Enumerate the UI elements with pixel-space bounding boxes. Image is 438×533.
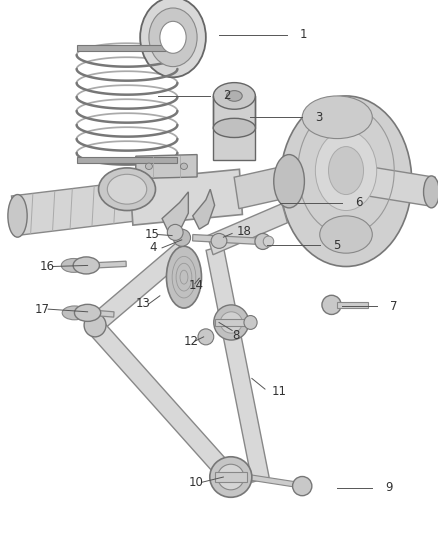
Text: 5: 5 <box>333 239 340 252</box>
Ellipse shape <box>211 233 227 248</box>
Text: 9: 9 <box>385 481 393 494</box>
Polygon shape <box>11 180 146 236</box>
Polygon shape <box>94 310 114 317</box>
Ellipse shape <box>173 229 191 246</box>
Circle shape <box>160 21 186 53</box>
Text: 12: 12 <box>184 335 199 348</box>
Ellipse shape <box>320 216 372 253</box>
Ellipse shape <box>220 312 242 333</box>
Polygon shape <box>208 204 287 255</box>
Polygon shape <box>366 167 435 206</box>
Ellipse shape <box>218 464 244 490</box>
Text: 14: 14 <box>188 279 203 292</box>
Text: 10: 10 <box>188 476 203 489</box>
Polygon shape <box>193 235 263 245</box>
Ellipse shape <box>198 329 214 345</box>
Ellipse shape <box>62 306 87 320</box>
Ellipse shape <box>8 195 27 237</box>
Ellipse shape <box>107 174 147 204</box>
Text: 18: 18 <box>237 225 251 238</box>
Circle shape <box>149 8 197 67</box>
Ellipse shape <box>61 259 86 272</box>
Polygon shape <box>91 320 238 487</box>
Text: 15: 15 <box>145 228 159 241</box>
Polygon shape <box>77 157 177 163</box>
Text: 13: 13 <box>136 297 151 310</box>
Text: 4: 4 <box>149 241 156 254</box>
Polygon shape <box>337 302 368 308</box>
Polygon shape <box>247 474 300 488</box>
Ellipse shape <box>293 477 312 496</box>
Ellipse shape <box>244 316 257 329</box>
Text: 11: 11 <box>272 385 286 398</box>
Ellipse shape <box>322 295 341 314</box>
Polygon shape <box>213 96 255 160</box>
Ellipse shape <box>145 163 152 169</box>
Polygon shape <box>206 245 269 482</box>
Ellipse shape <box>226 91 242 101</box>
Ellipse shape <box>210 457 252 497</box>
Text: 3: 3 <box>315 111 323 124</box>
Text: 16: 16 <box>39 260 54 273</box>
Polygon shape <box>162 192 188 237</box>
Text: 2: 2 <box>223 90 231 102</box>
Ellipse shape <box>263 236 274 247</box>
Ellipse shape <box>328 147 364 195</box>
Polygon shape <box>77 45 177 51</box>
Polygon shape <box>234 165 291 209</box>
Text: 6: 6 <box>355 196 362 209</box>
Polygon shape <box>89 242 187 334</box>
Ellipse shape <box>280 96 412 266</box>
Polygon shape <box>130 169 242 225</box>
Ellipse shape <box>99 168 155 211</box>
Text: 8: 8 <box>232 329 240 342</box>
Ellipse shape <box>213 83 255 109</box>
Ellipse shape <box>213 118 255 138</box>
Ellipse shape <box>214 305 249 340</box>
Ellipse shape <box>315 131 377 211</box>
Circle shape <box>140 0 206 77</box>
Ellipse shape <box>166 246 201 308</box>
Text: 1: 1 <box>300 28 307 41</box>
Polygon shape <box>215 319 250 326</box>
Ellipse shape <box>255 233 271 249</box>
Ellipse shape <box>73 257 99 274</box>
Ellipse shape <box>167 224 183 240</box>
Polygon shape <box>93 261 126 268</box>
Ellipse shape <box>424 176 438 208</box>
Ellipse shape <box>180 163 187 169</box>
Polygon shape <box>136 155 197 179</box>
Polygon shape <box>215 472 247 482</box>
Polygon shape <box>193 189 215 229</box>
Ellipse shape <box>84 313 106 337</box>
Text: 7: 7 <box>390 300 397 313</box>
Circle shape <box>156 17 190 58</box>
Ellipse shape <box>274 155 304 208</box>
Ellipse shape <box>302 96 372 139</box>
Text: 17: 17 <box>35 303 50 316</box>
Ellipse shape <box>74 304 101 321</box>
